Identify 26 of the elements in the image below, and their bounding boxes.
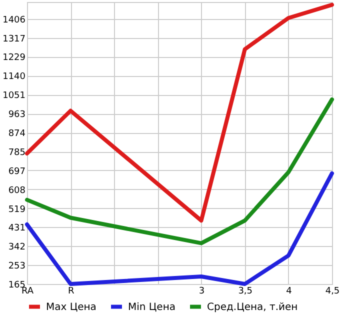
x-tick-label: R	[68, 286, 74, 296]
y-tick-label: 519	[8, 204, 26, 215]
line-series	[25, 2, 334, 223]
line-series	[25, 171, 334, 286]
y-tick-label: 963	[8, 110, 26, 120]
x-tick-label: 3	[198, 286, 205, 296]
y-tick-label: 697	[8, 166, 26, 177]
y-tick-label: 342	[8, 242, 26, 253]
y-tick-label: 1051	[2, 91, 26, 102]
x-tick-label: 4,5	[325, 286, 340, 296]
y-tick-label: 431	[8, 224, 26, 234]
x-tick-label: 3,5	[238, 286, 253, 296]
y-tick-label: 608	[8, 186, 26, 196]
y-tick-label: 785	[8, 148, 26, 158]
line-series	[25, 97, 334, 246]
legend-label: Min Цена	[128, 302, 176, 313]
y-tick-label: 1317	[2, 34, 26, 44]
y-tick-label: 1406	[2, 15, 26, 26]
y-tick-label: 1229	[2, 53, 26, 64]
x-tick-label: RA	[21, 286, 34, 296]
y-tick-label: 253	[8, 262, 26, 272]
legend-label: Сред.Цена, т.йен	[207, 302, 298, 313]
y-tick-label: 1140	[2, 72, 26, 82]
legend-label: Max Цена	[46, 302, 96, 313]
y-tick-label: 874	[8, 129, 26, 140]
x-tick-label: 4	[286, 286, 292, 296]
